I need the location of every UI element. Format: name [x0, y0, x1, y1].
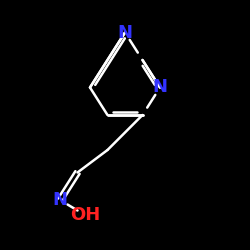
Text: N: N	[118, 24, 132, 42]
Text: N: N	[52, 191, 68, 209]
Text: OH: OH	[70, 206, 100, 224]
Text: N: N	[152, 78, 168, 96]
